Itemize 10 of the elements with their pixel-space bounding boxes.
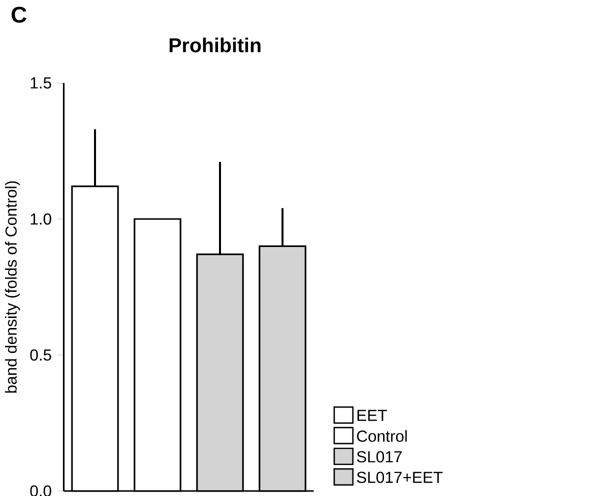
legend-label: EET xyxy=(358,410,387,421)
y-tick-label: 0.5 xyxy=(30,349,52,361)
text: C xyxy=(12,6,26,23)
y-tick-label: 1.5 xyxy=(30,77,52,89)
legend-label: SL017 xyxy=(356,451,402,462)
chart-title: Prohibitin xyxy=(170,38,260,52)
legend-label: Control xyxy=(357,430,407,442)
y-axis-title: band density (folds of Control) xyxy=(5,181,20,393)
y-tick-label: 1.0 xyxy=(30,213,52,225)
legend-label: SL017+EET xyxy=(356,472,443,484)
